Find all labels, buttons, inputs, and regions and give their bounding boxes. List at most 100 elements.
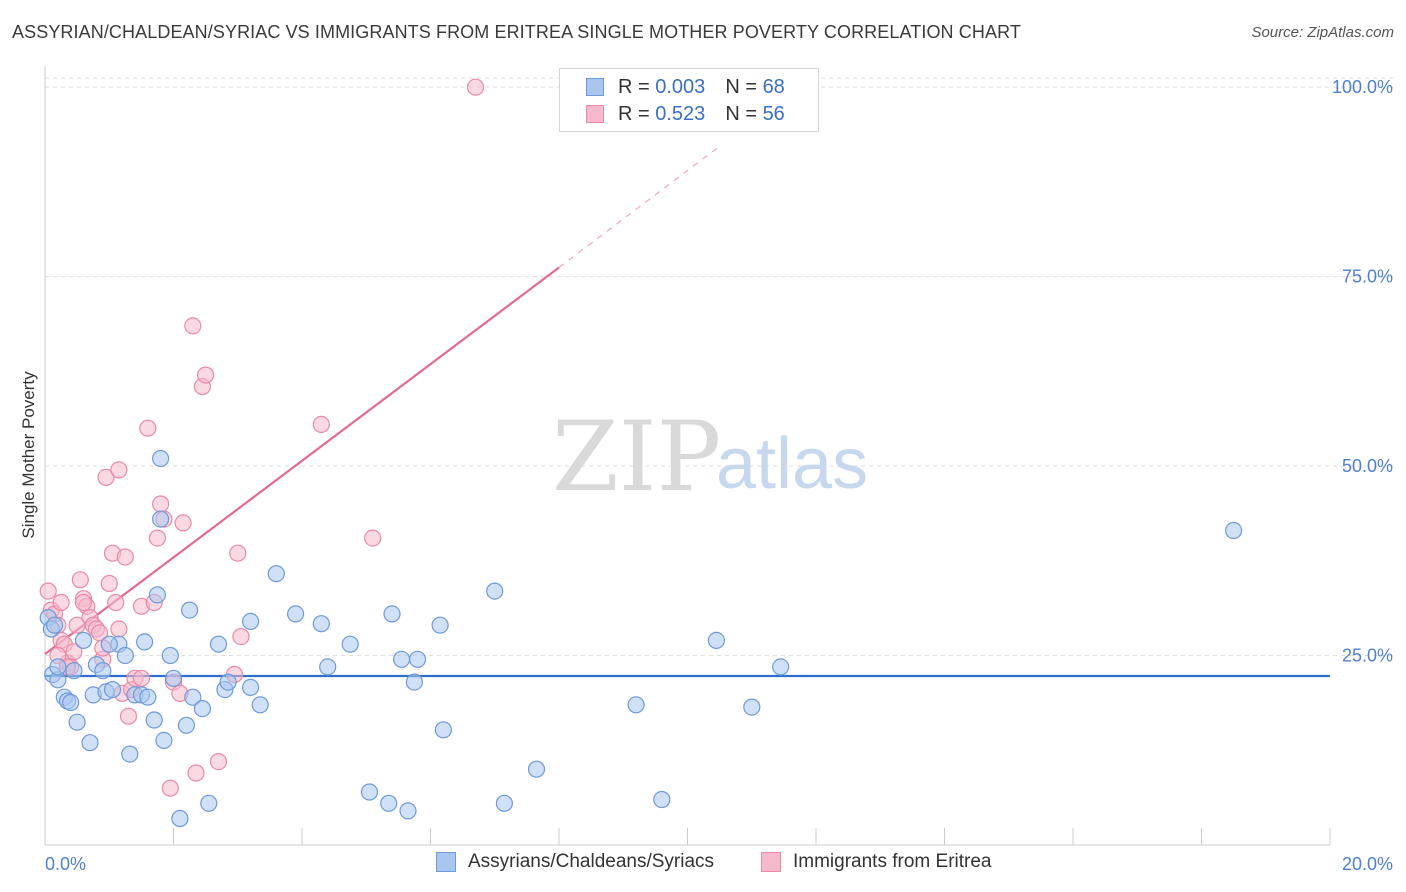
point-eritrea [97,468,115,486]
point-assyrians [161,646,179,665]
point-eritrea [197,366,215,384]
point-assyrians [148,586,166,604]
watermark-zip: ZIP [552,401,721,513]
point-assyrians [399,802,417,820]
point-assyrians [116,646,134,665]
x-tick-label: 20.0% [1342,854,1393,874]
point-assyrians [152,510,170,528]
point-assyrians [171,809,189,828]
point-eritrea [110,461,128,479]
watermark-atlas: atlas [716,424,868,504]
series-label: Assyrians/Chaldeans/Syriacs [468,851,715,872]
point-assyrians [267,565,285,583]
point-eritrea [119,707,138,725]
point-assyrians [383,605,401,623]
point-eritrea [364,529,382,547]
point-eritrea [100,574,118,593]
point-assyrians [393,650,411,668]
source-credit: Source: ZipAtlas.com [1251,24,1394,41]
legend-r-value: 0.003 [655,75,706,98]
series-swatch-pink [761,852,781,872]
series-legend-assyrians: Assyrians/Chaldeans/Syriacs [436,851,714,873]
point-eritrea [110,620,128,638]
point-assyrians [121,745,139,763]
point-assyrians [627,696,645,714]
point-eritrea [161,779,179,797]
point-assyrians [527,760,546,778]
point-assyrians [341,635,359,653]
point-assyrians [287,605,305,623]
point-eritrea [229,544,247,562]
trend-line-eritrea [44,266,560,655]
point-eritrea [148,529,166,547]
legend-swatch-pink [586,105,604,123]
legend-n-label: N = [725,75,757,98]
point-assyrians [136,633,154,651]
y-tick-label: 25.0% [1342,646,1393,666]
point-assyrians [177,716,195,734]
legend-row-assyrians: R = 0.003 N = 68 [586,74,785,100]
point-assyrians [743,698,761,716]
point-assyrians [103,680,122,699]
point-eritrea [312,415,330,433]
point-eritrea [152,495,170,513]
data-points [39,78,1243,828]
y-axis-label: Single Mother Poverty [19,371,38,539]
point-eritrea [107,593,125,612]
point-eritrea [466,78,485,96]
point-assyrians [242,612,260,631]
y-tick-label: 50.0% [1342,456,1393,476]
point-eritrea [65,643,83,661]
point-assyrians [139,688,157,706]
point-assyrians [431,616,449,634]
point-assyrians [707,631,726,650]
point-assyrians [772,658,790,676]
point-eritrea [174,514,192,532]
point-assyrians [49,658,67,676]
point-assyrians [405,673,423,691]
point-assyrians [1224,521,1243,540]
trend-line-eritrea-extension [558,145,720,269]
legend-r-value: 0.523 [655,102,706,125]
point-assyrians [251,696,269,714]
point-eritrea [116,548,134,566]
point-eritrea [232,627,250,646]
point-assyrians [184,688,202,706]
point-assyrians [219,673,237,691]
watermark: ZIP atlas [552,401,868,513]
point-assyrians [152,449,170,468]
point-assyrians [145,711,163,729]
point-assyrians [45,616,64,634]
point-assyrians [209,635,228,653]
point-assyrians [181,601,199,619]
point-assyrians [495,794,513,812]
series-label: Immigrants from Eritrea [793,851,992,872]
point-assyrians [312,615,330,633]
point-assyrians [380,794,398,812]
legend-r-label: R = [618,102,650,125]
tick-labels: 25.0% 50.0% 75.0% 100.0% 0.0% 20.0% [45,77,1393,874]
y-tick-label: 75.0% [1342,267,1393,287]
point-eritrea [74,593,93,612]
point-assyrians [200,794,218,812]
point-eritrea [209,752,228,771]
axes [44,66,1331,846]
point-assyrians [409,650,427,668]
legend-row-eritrea: R = 0.523 N = 56 [586,101,785,127]
point-assyrians [81,734,99,752]
point-assyrians [486,582,504,600]
legend-n-label: N = [725,102,757,125]
point-eritrea [52,593,70,612]
point-assyrians [164,669,183,687]
point-assyrians [434,721,452,739]
point-assyrians [74,631,93,650]
y-tick-label: 100.0% [1332,77,1393,97]
x-tick-label: 0.0% [45,854,86,874]
legend-r-label: R = [618,75,650,98]
trend-lines [44,145,1330,678]
point-eritrea [39,582,57,600]
point-assyrians [65,662,83,680]
point-assyrians [653,790,671,809]
point-eritrea [132,669,150,687]
